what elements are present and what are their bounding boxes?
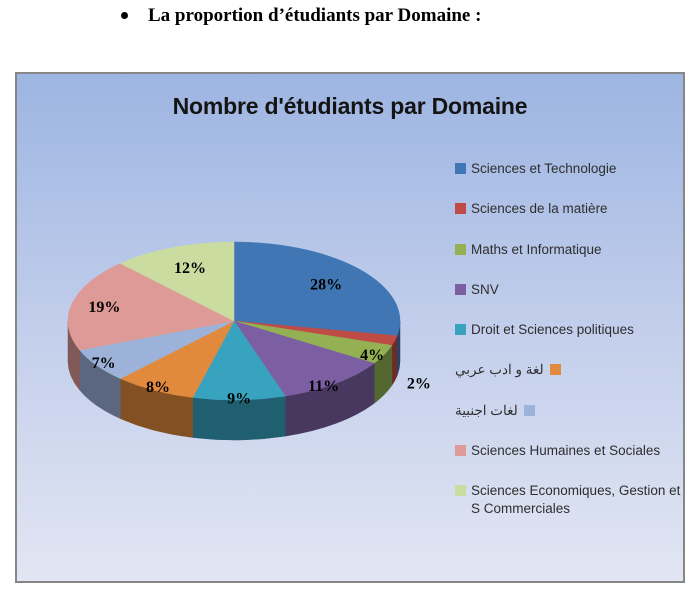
pie-value-label: 28% <box>310 277 342 294</box>
pie-value-label: 9% <box>227 390 251 407</box>
legend-label: SNV <box>471 281 499 297</box>
pie-slice <box>192 320 286 401</box>
bullet-icon <box>121 12 128 19</box>
heading-text: La proportion d’étudiants par Domaine : <box>148 5 482 26</box>
legend-item: Maths et Informatique <box>455 241 693 259</box>
legend-item: Sciences de la matière <box>455 200 693 218</box>
pie-value-label: 4% <box>360 347 384 364</box>
legend-swatch-icon <box>455 485 466 497</box>
legend-item: Droit et Sciences politiques <box>455 321 693 339</box>
legend-swatch-icon <box>523 404 535 416</box>
pie-slice <box>67 263 235 351</box>
legend-label: Sciences et Technologie <box>471 161 617 176</box>
pie-slice <box>233 241 401 337</box>
legend-swatch-icon <box>549 364 561 376</box>
legend-swatch-icon <box>455 283 466 295</box>
legend-label: Maths et Informatique <box>471 241 602 257</box>
pie-value-label: 8% <box>146 379 170 396</box>
pie-value-label: 7% <box>92 355 116 372</box>
legend-swatch-icon <box>455 445 466 457</box>
legend-swatch-icon <box>455 243 466 255</box>
legend-label: Sciences Economiques, Gestion et S Comme… <box>471 483 681 516</box>
legend-label: Droit et Sciences politiques <box>471 322 634 338</box>
legend-label: لغة و ادب عربي <box>455 362 544 378</box>
legend-swatch-icon <box>455 203 466 215</box>
chart-legend: Sciences et Technologie Sciences de la ma… <box>455 160 693 517</box>
legend-swatch-icon <box>455 324 466 336</box>
chart-frame: Nombre d'étudiants par Domaine 28% 2% 4% 11… <box>15 72 685 583</box>
legend-item: Sciences Economiques, Gestion et S Comme… <box>455 482 693 517</box>
legend-item: لغة و ادب عربي <box>455 361 693 379</box>
legend-item: SNV <box>455 281 693 299</box>
pie-slice <box>233 320 375 397</box>
pie-value-label: 11% <box>308 378 339 395</box>
legend-label: Sciences de la matière <box>471 201 608 217</box>
document-heading: La proportion d’étudiants par Domaine : <box>0 0 693 40</box>
pie-value-label: 12% <box>174 260 206 277</box>
chart-title: Nombre d'étudiants par Domaine <box>172 93 528 119</box>
pie-slice <box>119 241 235 322</box>
pie-value-label: 19% <box>88 299 120 316</box>
legend-item: Sciences et Technologie <box>455 160 693 178</box>
legend-item: Sciences Humaines et Sociales <box>455 442 693 460</box>
legend-swatch-icon <box>455 163 466 174</box>
pie-value-label: 2% <box>407 376 431 393</box>
pie-chart: 28% 2% 4% 11% 9% 8% 7% 19% 12% <box>67 241 431 441</box>
legend-item: لغات اجنبية <box>455 402 693 420</box>
legend-label: Sciences Humaines et Sociales <box>471 443 661 459</box>
legend-label: لغات اجنبية <box>455 402 518 418</box>
